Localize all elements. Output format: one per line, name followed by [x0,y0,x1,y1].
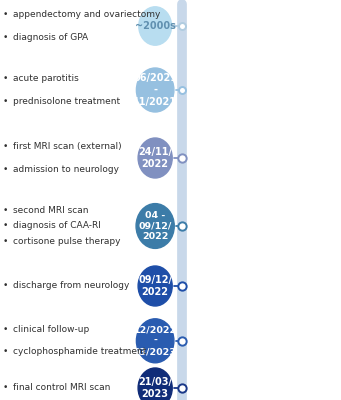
Circle shape [136,68,174,112]
Text: diagnosis of CAA-RI: diagnosis of CAA-RI [13,222,101,230]
Text: •: • [2,222,8,230]
Text: •: • [2,97,8,106]
Text: •: • [2,165,8,174]
Text: discharge from neurology: discharge from neurology [13,282,129,290]
Text: •: • [2,348,8,356]
Text: diagnosis of GPA: diagnosis of GPA [13,33,88,42]
Text: 21/03/
2023: 21/03/ 2023 [138,377,172,399]
Text: ~2000s: ~2000s [135,21,176,31]
Circle shape [136,204,174,248]
Text: •: • [2,74,8,83]
Text: clinical follow-up: clinical follow-up [13,325,89,334]
Circle shape [138,368,172,400]
Text: 09/12/
2022: 09/12/ 2022 [138,275,172,297]
Text: acute parotitis: acute parotitis [13,74,79,83]
Text: 06/2021
-
11/2021: 06/2021 - 11/2021 [133,73,177,107]
Text: second MRI scan: second MRI scan [13,206,88,215]
Text: final control MRI scan: final control MRI scan [13,384,110,392]
Text: prednisolone treatment: prednisolone treatment [13,97,120,106]
Text: •: • [2,142,8,151]
Text: •: • [2,10,8,19]
Text: admission to neurology: admission to neurology [13,165,119,174]
Circle shape [139,7,172,45]
Text: •: • [2,384,8,392]
Text: •: • [2,206,8,215]
Circle shape [138,266,172,306]
Text: first MRI scan (external): first MRI scan (external) [13,142,122,151]
Text: •: • [2,282,8,290]
Text: •: • [2,33,8,42]
Text: 24/11/
2022: 24/11/ 2022 [138,147,172,169]
Text: appendectomy and ovariectomy: appendectomy and ovariectomy [13,10,160,19]
Circle shape [136,319,174,363]
Text: •: • [2,237,8,246]
Text: cyclophosphamide treatment: cyclophosphamide treatment [13,348,146,356]
Text: •: • [2,325,8,334]
Text: 12/2022
-
03/2023: 12/2022 - 03/2023 [134,326,177,356]
Text: 04 -
09/12/
2022: 04 - 09/12/ 2022 [138,211,172,241]
Circle shape [138,138,172,178]
Text: cortisone pulse therapy: cortisone pulse therapy [13,237,120,246]
